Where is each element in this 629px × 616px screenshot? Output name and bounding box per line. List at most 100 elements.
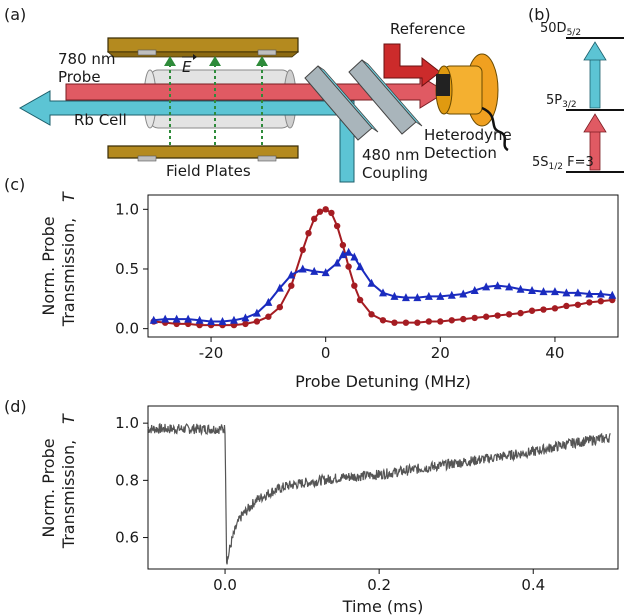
level-middle-label: 5P3/2 xyxy=(546,93,577,110)
chart-c-point-triangle xyxy=(149,315,158,324)
chart-c-point-circle xyxy=(322,206,329,213)
probe-transition-arrow xyxy=(583,113,607,133)
chart-c-point-circle xyxy=(505,311,513,318)
chart-c-point-circle xyxy=(265,313,272,320)
probe-beam xyxy=(65,75,447,109)
chart-c-point-triangle xyxy=(585,289,594,298)
chart-c-xtick-label: 0 xyxy=(321,344,331,362)
chart-c-point-circle xyxy=(402,319,410,326)
probe-wavelength-label: 780 nm xyxy=(58,50,116,68)
chart-c-point-triangle xyxy=(275,283,284,292)
chart-c-point-circle xyxy=(460,315,467,323)
chart-c-point-circle xyxy=(540,306,547,313)
chart-c-ytick-label: 0.0 xyxy=(115,320,139,338)
chart-c-point-triangle xyxy=(390,291,399,300)
chart-c-point-triangle xyxy=(207,316,216,325)
chart-c-point-circle xyxy=(305,229,312,237)
chart-c-point-circle xyxy=(316,208,324,215)
chart-c-point-triangle xyxy=(229,315,238,324)
chart-c-point-circle xyxy=(471,314,478,322)
chart-c-point-triangle xyxy=(608,290,617,299)
chart-c-point-triangle xyxy=(436,291,445,300)
chart-c-point-triangle xyxy=(379,288,387,297)
chart-c-point-triangle xyxy=(252,308,261,317)
chart-c-point-circle xyxy=(276,303,284,311)
chart-c-point-triangle xyxy=(310,266,319,275)
chart-c-point-triangle xyxy=(447,290,456,299)
chart-d-xtick-label: 0.2 xyxy=(367,576,391,594)
svg-text:Transmission,: Transmission, xyxy=(59,440,78,549)
chart-c-axes: -20 0 20 40 0.0 0.5 1.0 xyxy=(115,200,564,362)
coupling-wavelength-label: 480 nm xyxy=(362,146,420,164)
chart-c-point-triangle xyxy=(528,285,537,294)
bottom-field-plate xyxy=(107,145,299,159)
chart-c-point-triangle xyxy=(573,288,582,297)
svg-text:Transmission,: Transmission, xyxy=(59,218,78,327)
chart-c-point-triangle xyxy=(264,297,273,306)
chart-c-point-triangle xyxy=(344,247,353,256)
chart-c-ytick-label: 0.5 xyxy=(115,260,139,278)
chart-c-point-triangle xyxy=(470,285,479,294)
chart-c-point-triangle xyxy=(172,314,181,323)
chart-d-ytick-label: 1.0 xyxy=(115,414,139,432)
chart-c-point-triangle xyxy=(539,287,548,296)
chart-d-xtick-label: 0.0 xyxy=(213,576,237,594)
chart-d-axes: 0.0 0.2 0.4 0.6 0.8 1.0 xyxy=(115,414,545,594)
panel-label-a: (a) xyxy=(4,5,26,24)
chart-c-point-circle xyxy=(351,282,358,289)
chart-c-xtick-label: 40 xyxy=(545,344,564,362)
chart-c-point-triangle xyxy=(401,293,410,302)
field-plates-label: Field Plates xyxy=(166,162,251,180)
detector-cable xyxy=(481,106,509,152)
chart-d-series xyxy=(147,422,611,565)
chart-c-point-triangle xyxy=(287,270,296,279)
svg-text:T: T xyxy=(59,413,78,424)
chart-c-point-circle xyxy=(391,319,398,326)
chart-c-xlabel: Probe Detuning (MHz) xyxy=(295,372,471,391)
chart-c-series-line-0 xyxy=(153,208,613,327)
chart-c-point-triangle xyxy=(184,314,193,323)
chart-c-frame xyxy=(147,194,619,338)
chart-c-point-circle xyxy=(494,312,501,319)
chart-c-point-circle xyxy=(448,317,455,324)
chart-c-point-circle xyxy=(482,313,490,320)
chart-c-point-triangle xyxy=(333,258,342,267)
chart-d-xlabel: Time (ms) xyxy=(342,597,424,616)
chart-c-point-triangle xyxy=(550,287,559,296)
chart-c-point-triangle xyxy=(482,282,491,291)
chart-c-point-circle xyxy=(242,320,249,328)
chart-d-xtick-label: 0.4 xyxy=(521,576,545,594)
efield-arrows xyxy=(169,64,263,145)
chart-c-xtick-label: 20 xyxy=(431,344,450,362)
chart-c-point-triangle xyxy=(505,282,514,291)
chart-c-ylabel: Norm. Probe Transmission, T xyxy=(39,191,78,327)
chart-c-point-triangle xyxy=(298,264,307,273)
chart-c-point-triangle xyxy=(493,281,502,290)
chart-c-point-triangle xyxy=(161,314,170,323)
chart-c-point-circle xyxy=(517,309,524,317)
chart-c-ytick-label: 1.0 xyxy=(115,200,139,218)
coupling-beam xyxy=(18,90,355,183)
chart-d-trace xyxy=(147,422,611,565)
chart-c-point-circle xyxy=(425,318,433,325)
svg-text:Norm. Probe: Norm. Probe xyxy=(39,438,58,537)
chart-c-point-triangle xyxy=(596,289,605,298)
svg-text:T: T xyxy=(59,191,78,202)
chart-c-point-triangle xyxy=(338,250,347,259)
chart-c-point-circle xyxy=(345,263,352,270)
chart-c: -20 0 20 40 0.0 0.5 1.0 Probe Detuning (MHz) N… xyxy=(39,191,619,391)
reference-label: Reference xyxy=(390,20,466,38)
probe-label: Probe xyxy=(58,68,101,86)
coupling-label: Coupling xyxy=(362,164,428,182)
experiment-schematic: 780 nm Probe E Rb Cell Field Plates 480 … xyxy=(18,20,512,183)
chart-c-point-triangle xyxy=(218,316,227,325)
chart-d-ytick-label: 0.6 xyxy=(115,529,139,547)
chart-c-point-triangle xyxy=(413,293,422,302)
chart-c-point-circle xyxy=(379,317,387,324)
chart-d-frame xyxy=(147,405,619,570)
svg-text:Norm. Probe: Norm. Probe xyxy=(39,216,58,315)
chart-c-point-circle xyxy=(437,318,444,325)
chart-d-ylabel: Norm. Probe Transmission, T xyxy=(39,413,78,549)
chart-c-point-triangle xyxy=(367,278,376,287)
chart-c-point-triangle xyxy=(321,268,330,277)
